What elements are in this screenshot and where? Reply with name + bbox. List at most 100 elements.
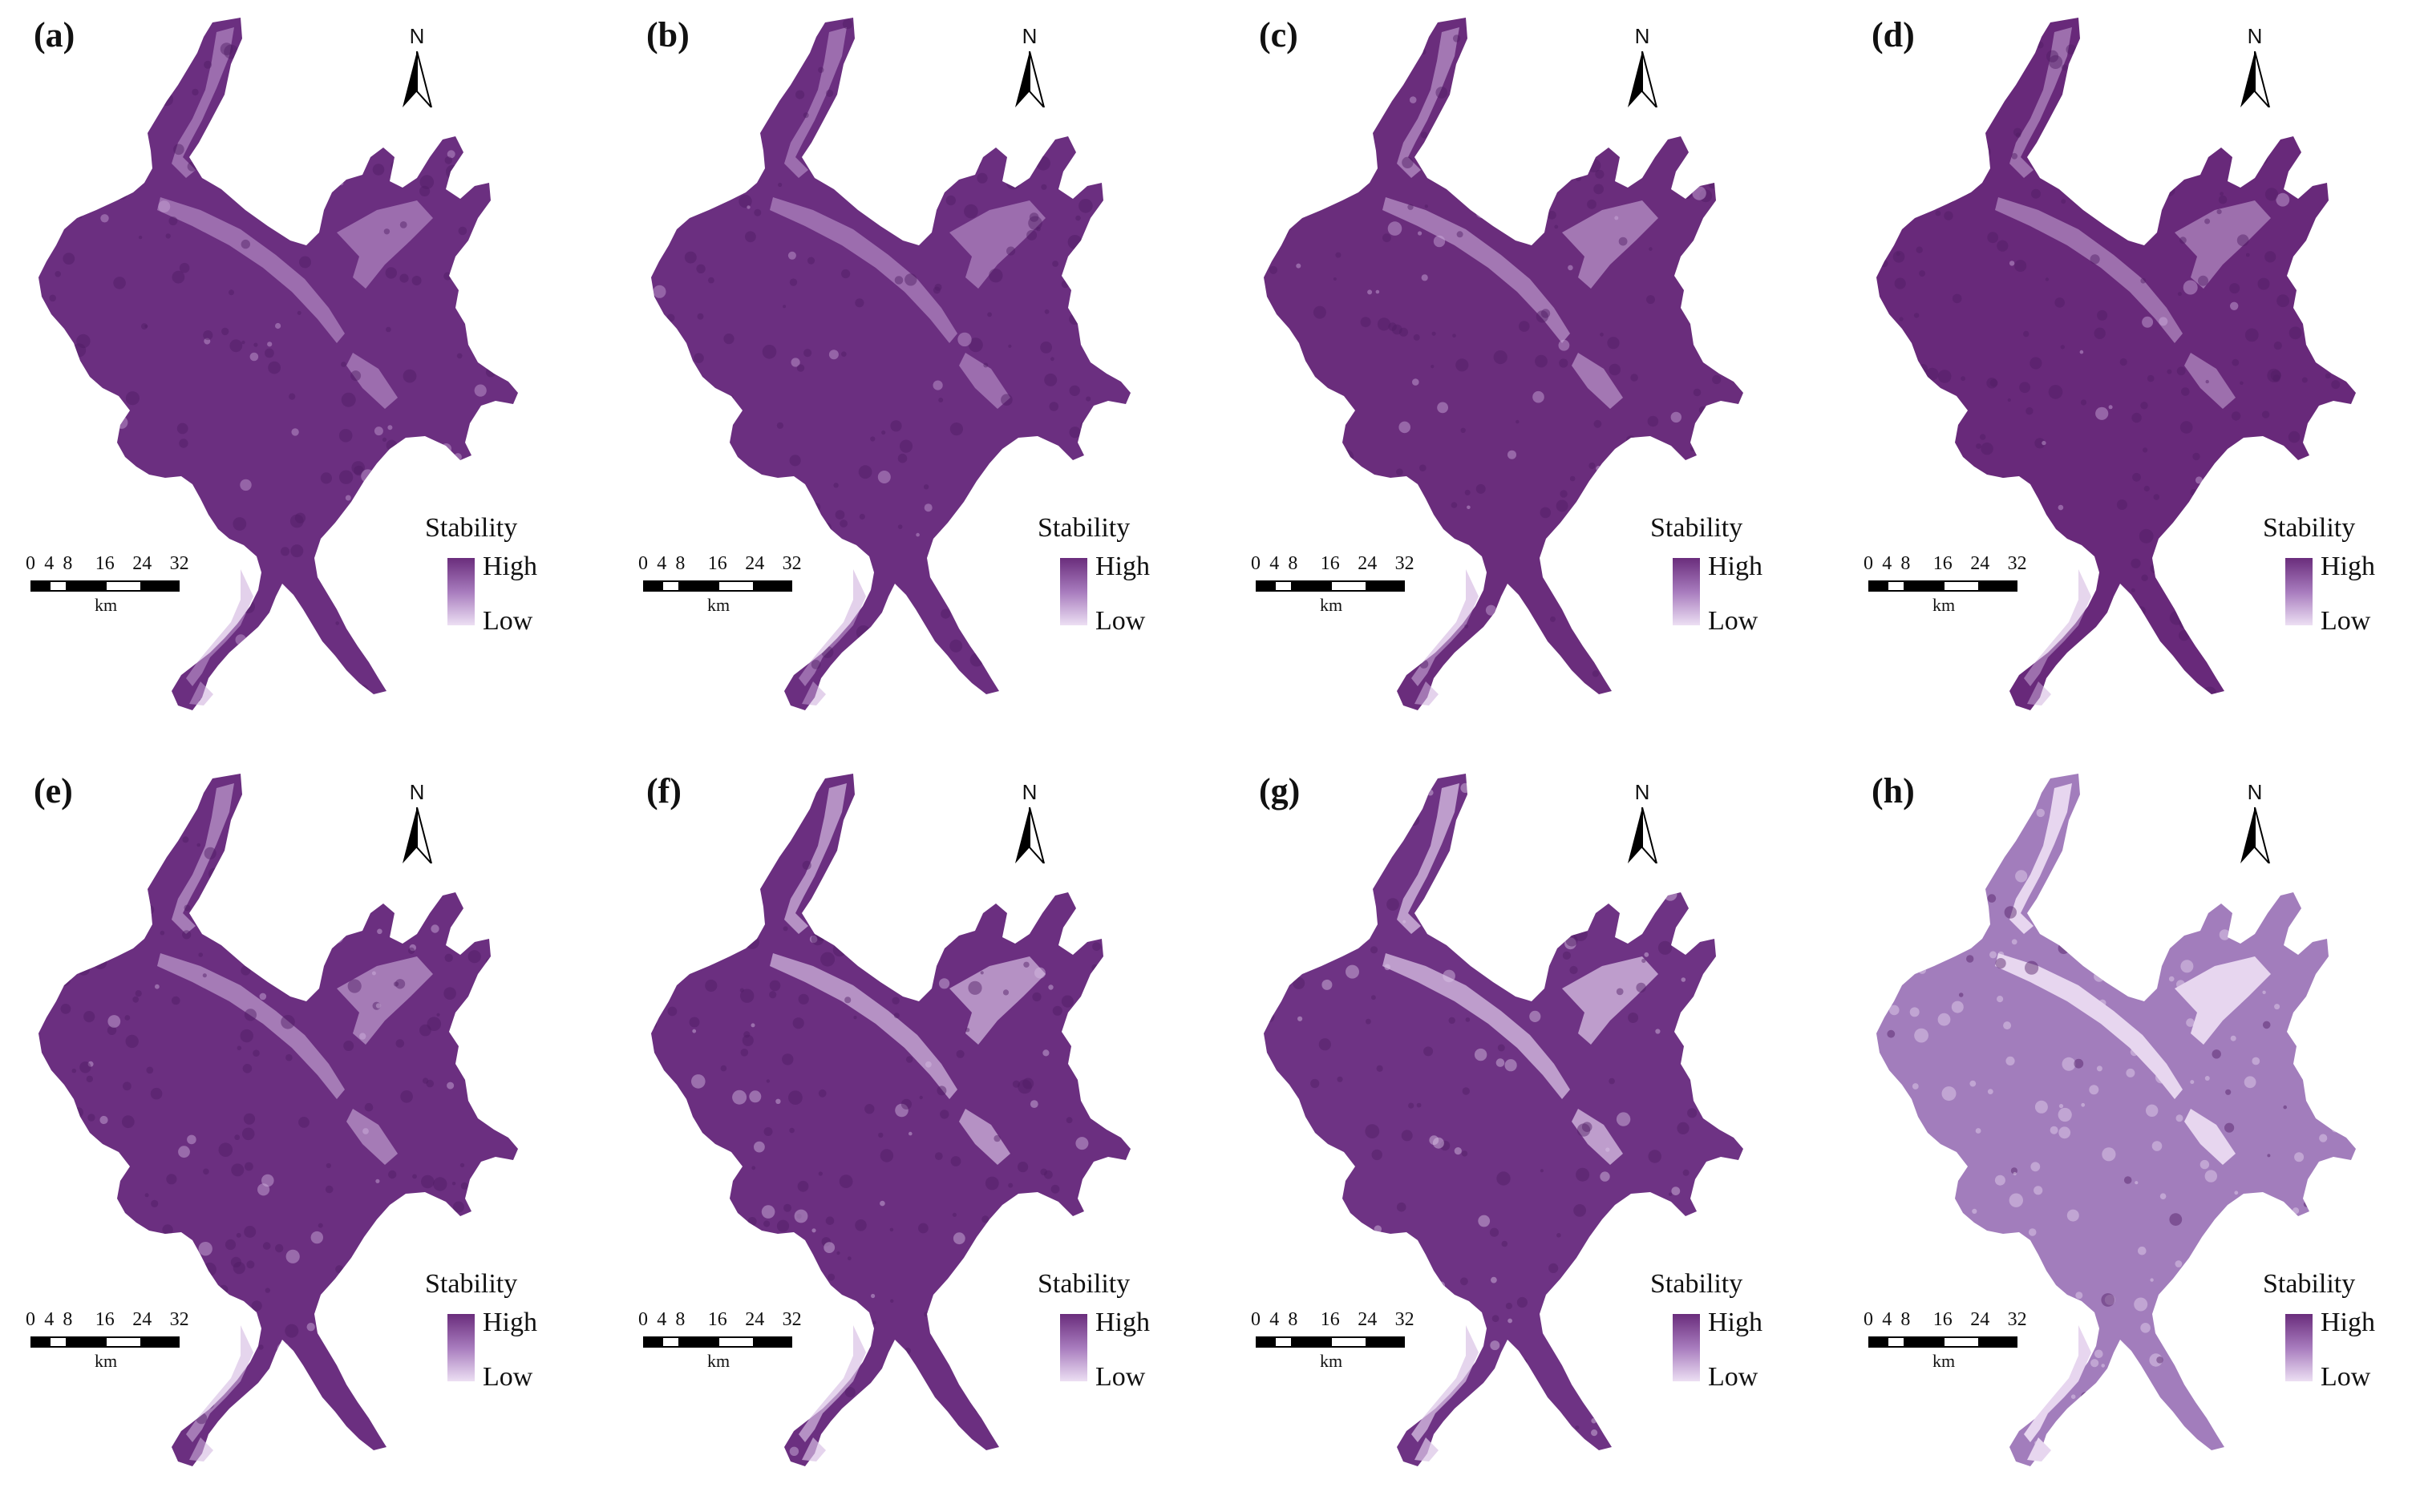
low-stability-zone: [2027, 681, 2051, 705]
low-stability-zone: [1397, 783, 1459, 934]
scale-tick-label: 4: [44, 1309, 55, 1330]
low-stability-zone: [802, 1437, 826, 1461]
scale-tick-label: 16: [707, 553, 727, 574]
legend-color-ramp: [2285, 1314, 2313, 1381]
scale-bar-segment: [1293, 1336, 1330, 1348]
scale-unit: km: [1320, 595, 1343, 615]
scale-tick-label: 32: [1394, 1309, 1414, 1330]
low-stability-zone: [157, 953, 345, 1099]
scale-bar: 0 4 8 16 24 32 km: [1860, 553, 2037, 617]
scale-bar-segment: [717, 1336, 755, 1348]
scale-bar-segment: [104, 1336, 143, 1348]
scale-bar: 0 4 8 16 24 32 km: [22, 1309, 199, 1373]
scale-tick-label: 24: [1358, 553, 1378, 574]
legend-low-label: Low: [2321, 606, 2371, 636]
low-stability-zone: [1397, 27, 1459, 178]
scale-bar-segment: [643, 1336, 662, 1348]
scale-bar-segment: [1868, 1336, 1888, 1348]
legend-title: Stability: [2263, 513, 2356, 543]
panel-label: (h): [1872, 771, 1915, 811]
scale-bar-segment: [1905, 1336, 1943, 1348]
north-arrow: N: [393, 24, 441, 112]
scale-tick-label: 16: [1320, 1309, 1340, 1330]
map-panel-3: (c) N 0 4 8 16 24 32 km Stability High Low: [1225, 0, 1829, 756]
panel-label: (c): [1259, 15, 1298, 55]
scale-bar-segment: [1274, 580, 1293, 592]
north-letter: N: [2247, 780, 2263, 804]
low-stability-zone: [2024, 569, 2091, 686]
reservoir-map: [38, 18, 518, 710]
legend-low-label: Low: [1708, 606, 1758, 636]
north-arrow-icon: [403, 807, 432, 863]
scale-bar-segment: [1256, 1336, 1275, 1348]
low-stability-zone: [1995, 197, 2183, 343]
scale-bar-segment: [755, 580, 792, 592]
scale-bar: 0 4 8 16 24 32 km: [635, 1309, 811, 1373]
low-stability-zone: [2184, 1109, 2236, 1165]
north-arrow-icon: [1015, 51, 1045, 107]
scale-bar-segment: [30, 1336, 50, 1348]
stability-legend: Stability High Low: [425, 1269, 545, 1413]
low-stability-zone: [346, 353, 398, 409]
legend-high-label: High: [1095, 1308, 1150, 1337]
scale-tick-label: 32: [2007, 1309, 2027, 1330]
low-stability-zone: [959, 1109, 1010, 1165]
scale-tick-label: 32: [782, 553, 802, 574]
reservoir-area: [38, 774, 518, 1466]
low-stability-zone: [2009, 27, 2072, 178]
low-stability-zone: [1572, 353, 1623, 409]
north-arrow-icon: [1628, 51, 1657, 107]
panel-label: (d): [1872, 15, 1915, 55]
north-arrow-icon: [2240, 807, 2270, 863]
panel-label: (a): [34, 15, 75, 55]
low-stability-zone: [186, 569, 253, 686]
north-arrow-icon: [1015, 807, 1045, 863]
scale-tick-label: 4: [1269, 1309, 1280, 1330]
panel-label: (g): [1259, 771, 1301, 811]
low-stability-zone: [346, 1109, 398, 1165]
scale-bar-segment: [1868, 580, 1888, 592]
low-stability-zone: [1382, 953, 1570, 1099]
scale-tick-label: 4: [1882, 553, 1892, 574]
low-stability-zone: [802, 681, 826, 705]
scale-tick-label: 16: [95, 1309, 115, 1330]
legend-low-label: Low: [1708, 1362, 1758, 1392]
scale-tick-label: 8: [675, 1309, 686, 1330]
map-panel-4: (d) N 0 4 8 16 24 32 km Stability High Low: [1838, 0, 2416, 756]
reservoir-map: [651, 18, 1131, 710]
stability-legend: Stability High Low: [1650, 1269, 1771, 1413]
legend-high-label: High: [483, 1308, 537, 1337]
scale-bar-segment: [1887, 580, 1906, 592]
scale-bar-segment: [49, 580, 68, 592]
north-letter: N: [1634, 24, 1650, 48]
scale-bar-segment: [755, 1336, 792, 1348]
north-arrow-icon: [2240, 51, 2270, 107]
low-stability-zone: [799, 569, 866, 686]
low-stability-zone: [1411, 569, 1479, 686]
scale-tick-label: 4: [657, 1309, 667, 1330]
scale-tick-label: 8: [1288, 553, 1298, 574]
low-stability-zone: [1411, 1325, 1479, 1442]
scale-tick-label: 0: [1251, 553, 1261, 574]
north-arrow: N: [2231, 24, 2279, 112]
map-panel-2: (b) N 0 4 8 16 24 32 km Stability High Low: [613, 0, 1216, 756]
scale-tick-label: 32: [1394, 553, 1414, 574]
legend-low-label: Low: [483, 1362, 533, 1392]
scale-bar-segment: [67, 580, 105, 592]
scale-bar-segment: [1367, 580, 1405, 592]
scale-tick-label: 32: [782, 1309, 802, 1330]
stability-legend: Stability High Low: [1038, 1269, 1158, 1413]
north-letter: N: [1022, 780, 1038, 804]
legend-low-label: Low: [1095, 606, 1146, 636]
scale-unit: km: [707, 595, 730, 615]
scale-bar-segment: [717, 580, 755, 592]
north-arrow: N: [1618, 780, 1666, 868]
low-stability-zone: [2175, 200, 2271, 289]
reservoir-area: [651, 774, 1131, 1466]
scale-tick-label: 0: [1864, 553, 1873, 574]
scale-tick-label: 32: [169, 1309, 189, 1330]
scale-tick-label: 0: [26, 553, 35, 574]
map-panel-5: (e) N 0 4 8 16 24 32 km Stability High Low: [0, 756, 604, 1512]
legend-low-label: Low: [1095, 1362, 1146, 1392]
reservoir-map: [1876, 18, 2356, 710]
